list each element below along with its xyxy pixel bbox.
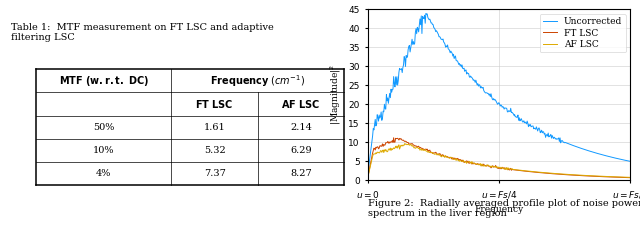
Text: 50%: 50% (93, 123, 115, 131)
FT LSC (556, 173, 563, 176)
Legend: Uncorrected, FT LSC, AF LSC: Uncorrected, FT LSC, AF LSC (540, 14, 626, 52)
AF LSC (396, 148, 403, 150)
Line: AF LSC: AF LSC (368, 143, 630, 177)
Text: Figure 2:  Radially averaged profile plot of noise power
spectrum in the liver r: Figure 2: Radially averaged profile plot… (368, 199, 640, 218)
FT LSC (396, 138, 404, 140)
Uncorrected (627, 160, 634, 163)
Uncorrected (468, 77, 476, 80)
AF LSC (364, 175, 372, 178)
AF LSC (530, 170, 538, 173)
Uncorrected (556, 140, 563, 143)
Uncorrected (422, 12, 429, 15)
X-axis label: Frequency: Frequency (475, 205, 524, 214)
Uncorrected (530, 127, 538, 130)
Line: FT LSC: FT LSC (368, 138, 630, 178)
Text: Table 1:  MTF measurement on FT LSC and adaptive
filtering LSC: Table 1: MTF measurement on FT LSC and a… (11, 23, 273, 43)
FT LSC (627, 176, 634, 179)
Text: 4%: 4% (96, 169, 111, 178)
FT LSC (364, 175, 372, 178)
Text: 6.29: 6.29 (290, 146, 312, 155)
FT LSC (554, 173, 562, 176)
Text: 5.32: 5.32 (204, 146, 225, 155)
Text: $\bf{Frequency}$ $(cm^{-1})$: $\bf{Frequency}$ $(cm^{-1})$ (210, 73, 305, 89)
Line: Uncorrected: Uncorrected (368, 14, 630, 173)
Uncorrected (554, 137, 562, 140)
Text: 1.61: 1.61 (204, 123, 225, 131)
AF LSC (468, 162, 476, 164)
Uncorrected (451, 57, 458, 60)
Text: $\bf{AF\ LSC}$: $\bf{AF\ LSC}$ (282, 98, 321, 110)
FT LSC (530, 171, 538, 173)
Text: 10%: 10% (93, 146, 115, 155)
FT LSC (451, 158, 458, 161)
AF LSC (627, 176, 634, 179)
Text: $\bf{FT\ LSC}$: $\bf{FT\ LSC}$ (195, 98, 234, 110)
Uncorrected (364, 171, 372, 174)
Text: $\bf{MTF\ (w.r.t.\ DC)}$: $\bf{MTF\ (w.r.t.\ DC)}$ (59, 74, 148, 88)
AF LSC (554, 172, 562, 175)
AF LSC (401, 142, 409, 145)
Text: 7.37: 7.37 (204, 169, 225, 178)
AF LSC (556, 173, 563, 175)
Uncorrected (396, 67, 403, 70)
Y-axis label: |Magnitude|$^2$: |Magnitude|$^2$ (328, 64, 342, 125)
AF LSC (451, 158, 458, 161)
Text: 8.27: 8.27 (290, 169, 312, 178)
Text: 2.14: 2.14 (290, 123, 312, 131)
FT LSC (390, 136, 397, 139)
FT LSC (468, 162, 476, 164)
